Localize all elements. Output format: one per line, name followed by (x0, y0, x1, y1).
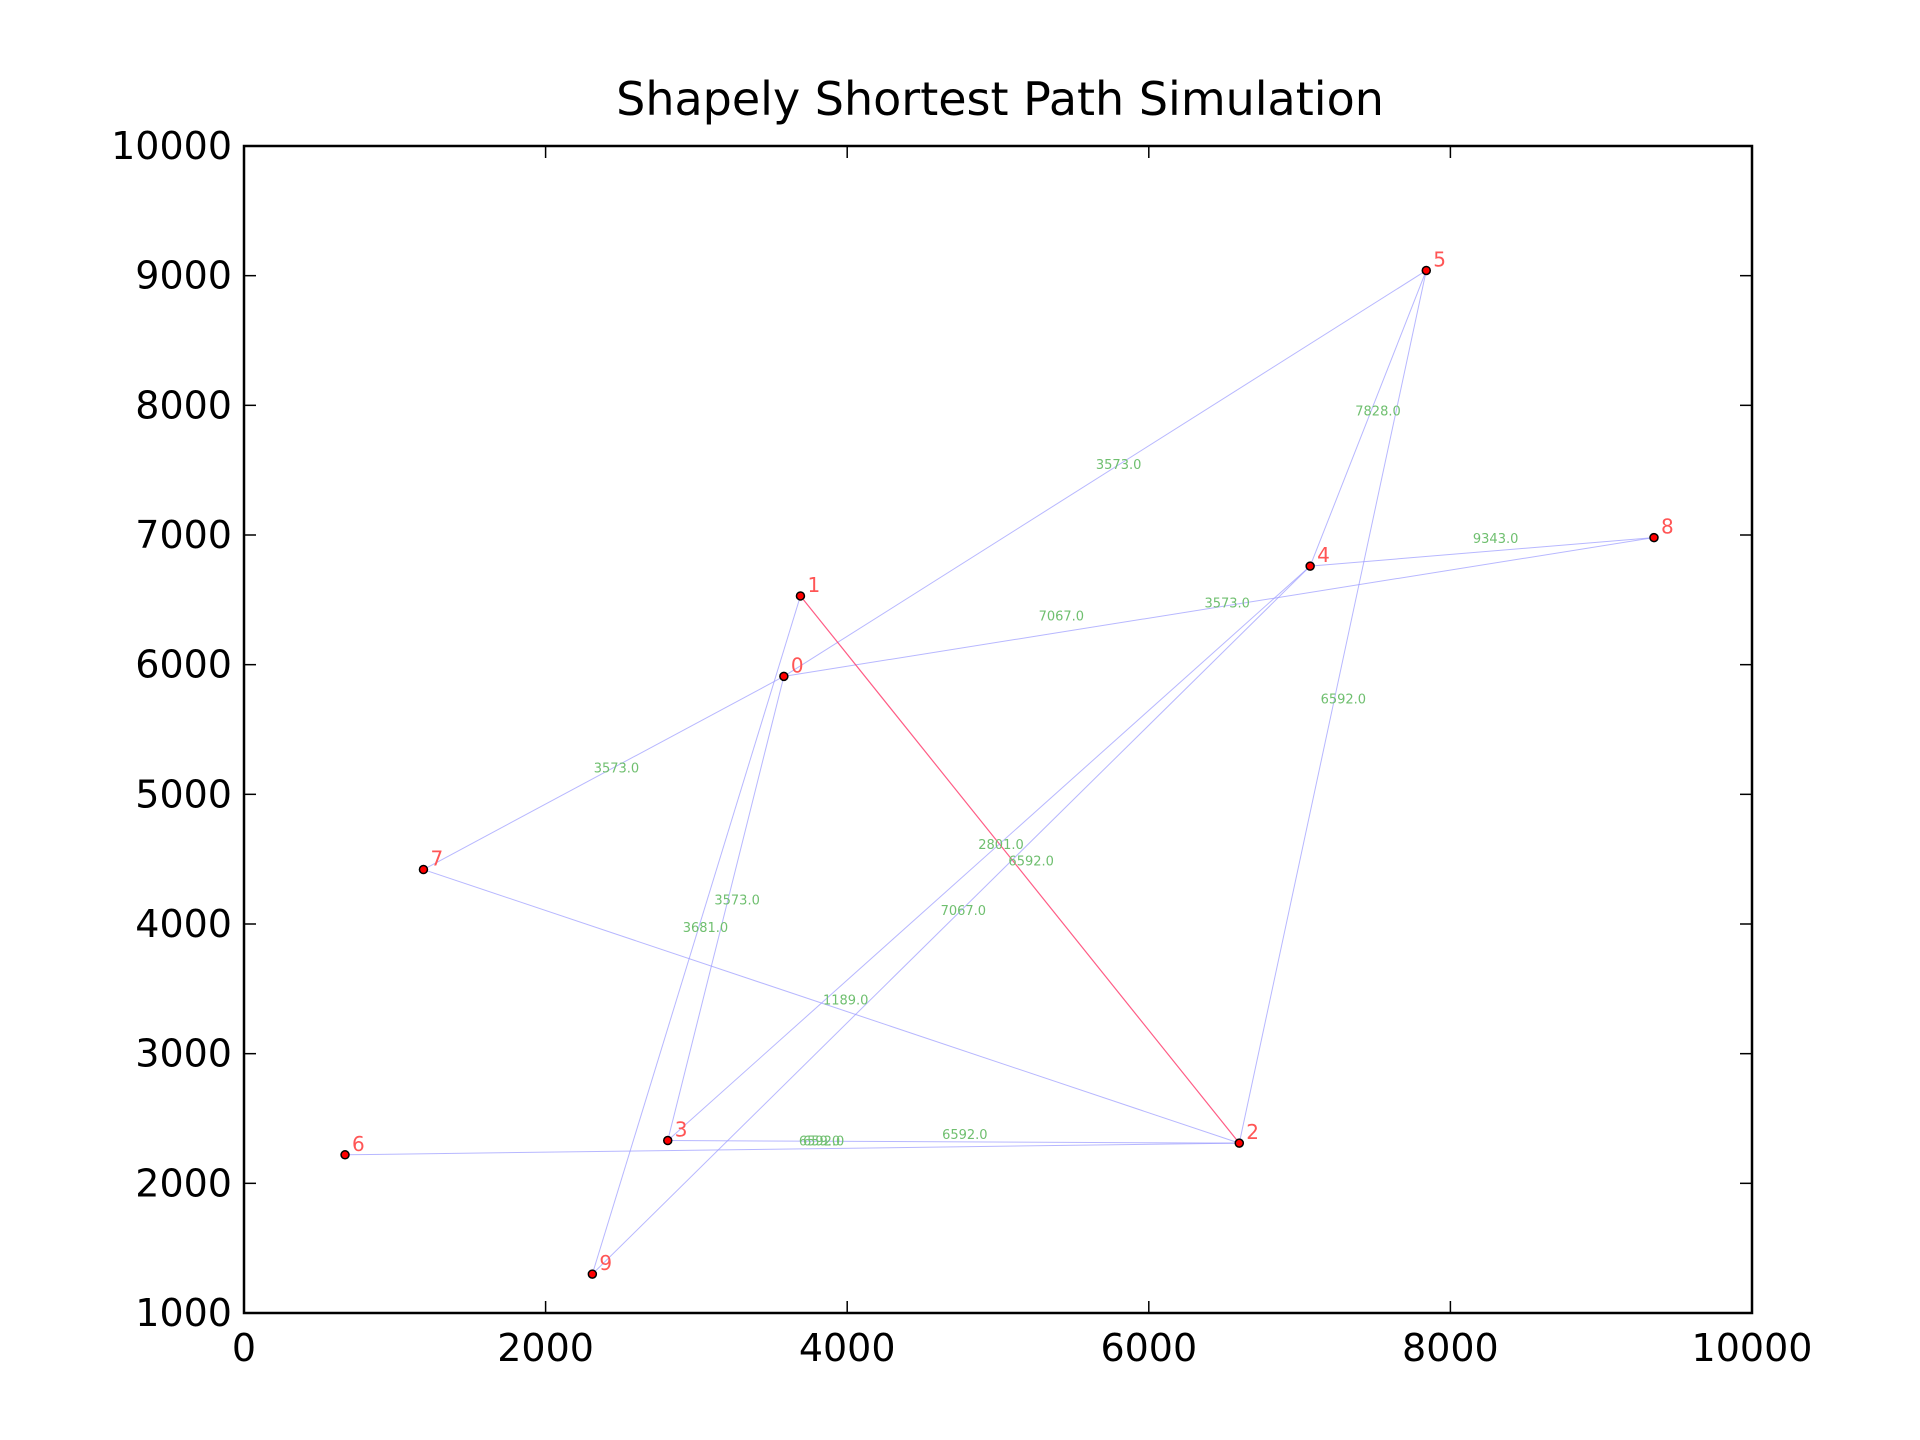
edge-1-2 (799, 595, 1240, 1144)
node-label-6: 6 (352, 1132, 365, 1156)
x-tick-label: 10000 (1692, 1326, 1813, 1370)
node-point-3 (662, 1135, 673, 1146)
y-tick-label: 10000 (111, 124, 232, 168)
node-point-0 (779, 671, 789, 682)
edge-0-5 (783, 270, 1427, 677)
edge-3-2 (667, 1140, 1240, 1144)
edge-label: 1189.0 (823, 993, 869, 1008)
y-tick-label: 3000 (135, 1032, 232, 1076)
node-point-5 (1421, 265, 1432, 276)
x-tick-label: 6000 (1100, 1326, 1197, 1370)
edge-label: 6592.0 (942, 1128, 988, 1143)
y-tick-label: 6000 (135, 643, 232, 687)
node-label-8: 8 (1661, 515, 1674, 539)
nodes-layer: 0 1 2 3 4 5 6 7 8 9 (340, 247, 1674, 1279)
edge-4-8 (1310, 537, 1655, 567)
node-label-5: 5 (1433, 247, 1446, 271)
node-point-4 (1305, 561, 1315, 571)
node-point-9 (587, 1269, 598, 1279)
plot-frame (242, 144, 1754, 1315)
edge-label: 7067.0 (1039, 610, 1085, 625)
edge-4-3 (667, 565, 1311, 1141)
x-tick-label: 2000 (497, 1326, 594, 1370)
y-tick-label: 8000 (135, 383, 232, 427)
y-tick-label: 5000 (135, 772, 232, 816)
edge-label: 2801.0 (978, 838, 1024, 853)
y-tick-label: 4000 (135, 902, 232, 946)
edge-label: 6592.0 (1321, 693, 1367, 708)
edge-label: 3573.0 (714, 894, 760, 909)
y-tick-label: 2000 (135, 1161, 232, 1205)
node-point-2 (1234, 1138, 1245, 1148)
edge-label: 3573.0 (1204, 597, 1250, 612)
node-point-7 (418, 864, 429, 875)
chart-title: Shapely Shortest Path Simulation (616, 72, 1384, 126)
edge-0-7 (423, 675, 785, 870)
edge-label: 3573.0 (1096, 458, 1142, 473)
node-label-4: 4 (1317, 543, 1330, 567)
node-label-1: 1 (807, 573, 820, 597)
y-tick-label: 9000 (135, 254, 232, 298)
edge-label: 3681.0 (683, 921, 729, 936)
x-tick-label: 0 (232, 1326, 256, 1370)
node-point-1 (795, 591, 806, 601)
y-tick-label: 1000 (135, 1291, 232, 1335)
edge-labels-layer: 3573.0 7828.0 9343.0 7067.0 3573.0 6592.0 3573… (594, 405, 1519, 1150)
node-label-7: 7 (430, 847, 443, 871)
x-tick-label: 8000 (1402, 1326, 1499, 1370)
edge-0-3 (667, 676, 785, 1141)
axes-layer: 0 2000 4000 6000 8000 10000100020003000400050… (111, 124, 1812, 1370)
edge-label: 9343.0 (1473, 532, 1519, 547)
node-label-2: 2 (1246, 1120, 1259, 1144)
y-tick-label: 7000 (135, 513, 232, 557)
node-label-9: 9 (599, 1251, 612, 1275)
edge-6-2 (345, 1142, 1240, 1156)
edge-4-9 (591, 565, 1311, 1275)
edge-label: 7067.0 (941, 904, 987, 919)
edge-label: 7828.0 (1355, 405, 1401, 420)
edges-layer (345, 270, 1655, 1275)
node-point-8 (1649, 532, 1659, 543)
edge-1-9 (591, 595, 801, 1275)
node-label-3: 3 (675, 1118, 688, 1142)
edge-label: 6592.0 (799, 1135, 845, 1150)
edge-4-5 (1309, 270, 1427, 567)
edge-7-2 (423, 869, 1240, 1144)
edge-5-2 (1238, 270, 1427, 1144)
node-label-0: 0 (791, 653, 804, 677)
x-tick-label: 4000 (799, 1326, 896, 1370)
node-point-6 (340, 1150, 350, 1160)
edge-0-8 (783, 537, 1655, 677)
edge-label: 659.0 (803, 1135, 840, 1150)
edge-label: 6592.0 (1008, 855, 1054, 870)
edge-label: 3573.0 (594, 761, 640, 776)
